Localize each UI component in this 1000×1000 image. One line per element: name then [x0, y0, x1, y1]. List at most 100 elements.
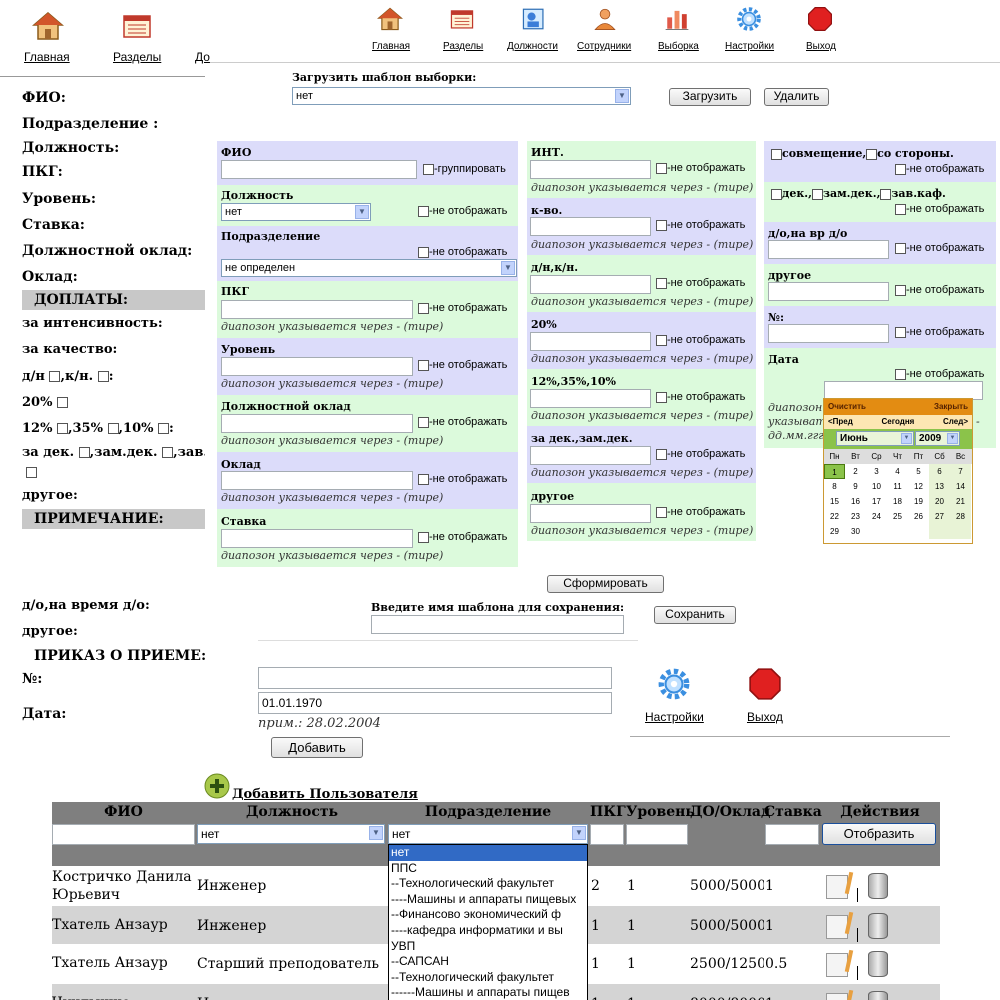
dropdown-option[interactable]: --Технологический факультет: [391, 876, 555, 891]
delete-button[interactable]: Удалить: [764, 88, 829, 106]
calendar-day[interactable]: 4: [895, 467, 900, 476]
save-button[interactable]: Сохранить: [654, 606, 736, 624]
other-filter-input[interactable]: [530, 504, 651, 523]
dropdown-option[interactable]: нет: [389, 845, 587, 861]
p20-filter-input[interactable]: [530, 332, 651, 351]
combined-notshow-checkbox[interactable]: [895, 163, 906, 175]
outside-checkbox[interactable]: [866, 148, 878, 160]
zadek-checkbox[interactable]: [78, 447, 90, 458]
zavkaf-checkbox[interactable]: [880, 188, 892, 200]
zadek-filter-input[interactable]: [530, 446, 651, 465]
calendar-day[interactable]: 27: [929, 509, 950, 524]
pkg-filter-input[interactable]: [221, 300, 413, 319]
fio-filter-input[interactable]: [221, 160, 417, 179]
level-filter-input[interactable]: [221, 357, 413, 376]
calendar-day[interactable]: 11: [893, 482, 902, 491]
date-notshow-checkbox[interactable]: [895, 368, 906, 380]
rate-filter-input[interactable]: [221, 529, 413, 548]
other3-notshow-checkbox[interactable]: [895, 284, 906, 296]
order-num-input[interactable]: [258, 667, 612, 689]
form-button[interactable]: Сформировать: [547, 575, 664, 593]
nav-home-link[interactable]: Главная: [372, 41, 411, 52]
other3-filter-input[interactable]: [768, 282, 889, 301]
home-icon[interactable]: [376, 6, 404, 36]
oklad-filter-input[interactable]: [221, 471, 413, 490]
department-notshow-checkbox[interactable]: [418, 246, 429, 258]
calendar-close-link[interactable]: Закрыть: [933, 402, 968, 411]
edit-icon[interactable]: [826, 875, 848, 899]
calendar-day[interactable]: 2: [853, 467, 858, 476]
calendar-day[interactable]: 17: [872, 497, 881, 506]
int-notshow-checkbox[interactable]: [656, 162, 667, 174]
calendar-day[interactable]: 7: [950, 464, 971, 479]
add-user-link[interactable]: Добавить Пользователя: [232, 787, 418, 802]
do-filter-input[interactable]: [768, 240, 889, 259]
calendar-day[interactable]: 16: [851, 497, 860, 506]
settings-link[interactable]: Настройки: [645, 710, 704, 724]
calendar-day[interactable]: 24: [872, 512, 881, 521]
salary-notshow-checkbox[interactable]: [418, 416, 429, 428]
delete-icon[interactable]: [868, 951, 888, 977]
positions-icon[interactable]: [521, 6, 547, 36]
selection-icon[interactable]: [664, 6, 690, 36]
load-button[interactable]: Загрузить: [669, 88, 751, 106]
calendar-month-select[interactable]: Июнь ▼: [836, 431, 914, 446]
dropdown-option[interactable]: --Финансово экономический ф: [391, 907, 562, 922]
zamdek-checkbox[interactable]: [811, 188, 823, 200]
pkg-notshow-checkbox[interactable]: [418, 302, 429, 314]
salary-filter-input[interactable]: [221, 414, 413, 433]
calendar-day[interactable]: 25: [893, 512, 902, 521]
calendar-day[interactable]: 12: [914, 482, 923, 491]
calendar-day[interactable]: 3: [874, 467, 879, 476]
p20-checkbox[interactable]: [56, 397, 68, 408]
edit-icon[interactable]: [826, 953, 848, 977]
calendar-day[interactable]: 21: [950, 494, 971, 509]
rate-notshow-checkbox[interactable]: [418, 531, 429, 543]
exit-link[interactable]: Выход: [747, 710, 783, 724]
sections-icon[interactable]: [449, 6, 475, 36]
calendar-today-link[interactable]: Сегодня: [881, 417, 915, 426]
dek-checkbox[interactable]: [771, 188, 782, 200]
int-filter-input[interactable]: [530, 160, 651, 179]
calendar-day[interactable]: 9: [853, 482, 858, 491]
level-search-input[interactable]: [626, 824, 688, 845]
group-checkbox[interactable]: [423, 163, 434, 175]
calendar-day[interactable]: 1: [824, 464, 845, 479]
kn-checkbox[interactable]: [97, 371, 109, 382]
settings-icon[interactable]: [736, 6, 762, 36]
kvo-notshow-checkbox[interactable]: [656, 219, 667, 231]
nav-employees-link[interactable]: Сотрудники: [577, 41, 632, 52]
position-notshow-checkbox[interactable]: [418, 205, 429, 217]
fio-search-input[interactable]: [52, 824, 195, 845]
nav-settings-link[interactable]: Настройки: [725, 41, 775, 52]
calendar-day[interactable]: 18: [893, 497, 902, 506]
dnkn-filter-input[interactable]: [530, 275, 651, 294]
sections-icon[interactable]: [121, 10, 153, 42]
calendar-day[interactable]: 26: [914, 512, 923, 521]
dn-checkbox[interactable]: [49, 371, 61, 382]
order-date-input[interactable]: 01.01.1970: [258, 692, 612, 714]
other-notshow-checkbox[interactable]: [656, 506, 667, 518]
calendar-day[interactable]: 10: [872, 482, 881, 491]
home-icon[interactable]: [32, 10, 64, 42]
dropdown-option[interactable]: ------Машины и аппараты пищев: [391, 985, 570, 1000]
calendar-day[interactable]: 28: [950, 509, 971, 524]
calendar-day[interactable]: 13: [929, 479, 950, 494]
save-template-input[interactable]: [371, 615, 624, 634]
edit-icon[interactable]: [826, 993, 848, 1000]
calendar-prev-link[interactable]: <Пред: [828, 417, 853, 426]
calendar-year-select[interactable]: 2009 ▼: [915, 431, 960, 446]
position-filter-select[interactable]: нет ▼: [221, 203, 371, 221]
kvo-filter-input[interactable]: [530, 217, 651, 236]
calendar-day[interactable]: 29: [830, 527, 839, 536]
p12-notshow-checkbox[interactable]: [656, 391, 667, 403]
add-button[interactable]: Добавить: [271, 737, 363, 758]
rate-search-input[interactable]: [765, 824, 819, 845]
calendar-next-link[interactable]: След>: [943, 417, 968, 426]
zadek-notshow-checkbox[interactable]: [656, 448, 667, 460]
calendar-day[interactable]: 22: [830, 512, 839, 521]
calendar-day[interactable]: 23: [851, 512, 860, 521]
p10-checkbox[interactable]: [158, 423, 170, 434]
nav-exit-link[interactable]: Выход: [806, 41, 836, 52]
p12-checkbox[interactable]: [56, 423, 68, 434]
